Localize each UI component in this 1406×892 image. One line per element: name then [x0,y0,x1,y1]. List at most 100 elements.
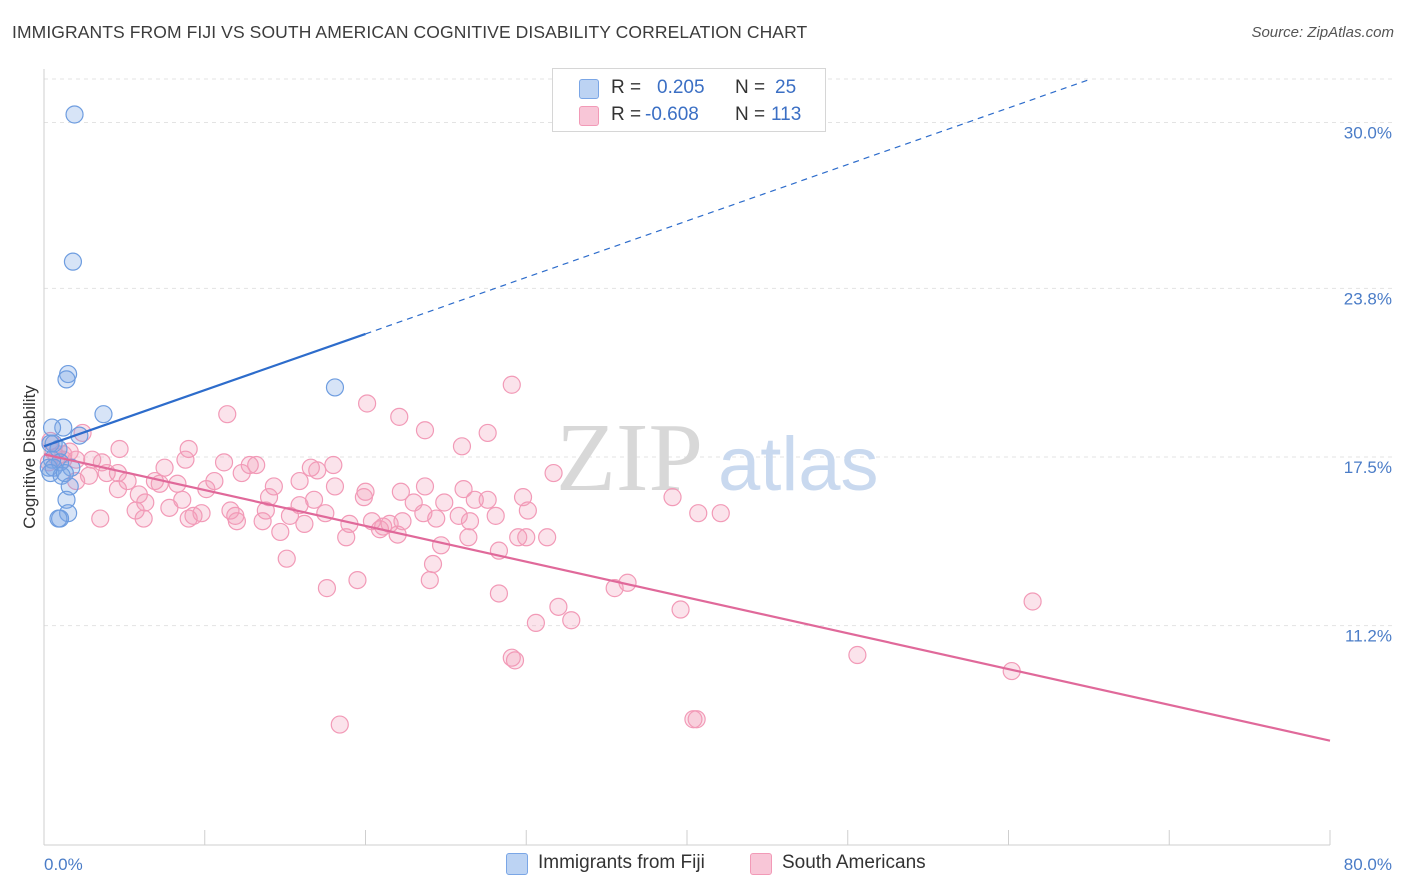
y-axis-label: Cognitive Disability [20,385,39,529]
south-americans-point [538,528,557,547]
legend-n-label: N = [735,104,766,125]
watermark: ZIP atlas [556,404,879,512]
south-americans-point [549,597,568,616]
south-americans-point [689,504,708,523]
south-americans-point [435,493,454,512]
south-americans-point [256,501,275,520]
south-americans-points [39,375,1042,734]
south-americans-point [358,394,377,413]
south-americans-point [317,579,337,598]
south-americans-point [687,710,706,729]
south-americans-point [324,455,343,475]
y-tick-label: 17.5% [1344,458,1392,477]
chart-title: IMMIGRANTS FROM FIJI VS SOUTH AMERICAN C… [12,22,808,42]
south-americans-point [509,528,528,547]
fiji-legend-swatch [506,853,528,875]
legend-n-value: 113 [771,104,802,125]
south-americans-point [295,514,314,533]
south-americans-point [110,439,129,459]
south-americans-point [337,528,356,547]
south-americans-point [160,498,179,517]
south-americans-point [465,490,484,509]
south-americans-point [513,488,533,507]
south-legend-swatch [750,853,772,875]
fiji-point [57,370,76,389]
correlation-legend: R = 0.205 N = 25 R = -0.608 N = 113 [552,68,826,132]
south-americans-point [232,463,251,483]
legend-r-value: 0.205 [657,77,705,98]
south-americans-point [173,490,192,509]
south-americans-point [108,480,128,499]
legend-row-fiji: R = 0.205 N = 25 [553,75,825,101]
fiji-point [325,378,345,397]
south-americans-point [454,480,473,499]
south-americans-point [179,439,198,459]
fiji-point [42,418,62,437]
south-americans-point [259,488,279,507]
south-americans-point [271,522,290,542]
south-americans-point [460,512,480,531]
south-americans-trend-line [43,453,1331,742]
south-americans-point [390,407,409,426]
source-label: Source: ZipAtlas.com [1251,24,1394,41]
south-americans-point [91,509,110,528]
fiji-point [65,105,84,124]
south-americans-point [478,490,497,509]
south-americans-point [663,488,682,507]
south-americans-point [478,423,497,443]
watermark-zip: ZIP [556,404,703,512]
fiji-point [60,477,79,496]
south-americans-point [253,512,272,531]
south-americans-point [518,501,537,520]
south-americans-point [391,482,410,501]
trend-lines [43,79,1331,742]
fiji-point [41,463,60,483]
south-americans-point [264,477,283,496]
y-tick-label: 23.8% [1344,289,1392,308]
south-americans-point [502,375,521,394]
legend-n-label: N = [735,77,766,98]
south-americans-point [290,471,309,491]
south-americans-point [176,450,195,469]
south-americans-point [505,651,525,670]
south-americans-point [459,528,478,547]
south-americans-point [562,611,581,630]
fiji-point [57,490,76,509]
south-americans-point [218,405,237,424]
south-americans-point [308,461,327,480]
south-americans-point [330,715,349,734]
south-americans-point [325,477,345,496]
south-americans-point [449,506,468,525]
legend-r-label: R = [611,77,642,98]
watermark-atlas: atlas [718,422,879,507]
south-americans-point [277,549,296,568]
south-americans-point [348,570,367,590]
south-americans-point [502,648,521,667]
south-americans-point [247,455,266,475]
legend-r-value: -0.608 [645,104,699,125]
south-americans-point [420,570,439,590]
legend-n-value: 25 [775,77,797,98]
south-americans-point [711,504,730,523]
south-americans-point [423,554,443,574]
south-americans-point [179,509,198,528]
south-americans-point [415,477,435,496]
x-tick-label: 80.0% [1344,855,1392,874]
fiji-trend-extension [365,79,1090,335]
south-americans-point [354,488,373,507]
fiji-trend-line [43,332,366,448]
south-americans-point [304,490,324,509]
tick-labels: 11.2% 17.5% 23.8% 30.0% 0.0% 80.0% [44,124,1392,874]
fiji-point [55,463,74,483]
south-legend-label: South Americans [782,852,926,873]
fiji-point [94,405,113,424]
fiji-point [49,509,68,528]
south-americans-point [489,584,509,603]
south-americans-point [227,512,246,531]
fiji-points [39,105,345,528]
south-americans-point [1023,592,1042,611]
legend-row-south: R = -0.608 N = 113 [553,102,825,128]
south-americans-point [544,463,563,483]
south-americans-point [134,509,153,528]
